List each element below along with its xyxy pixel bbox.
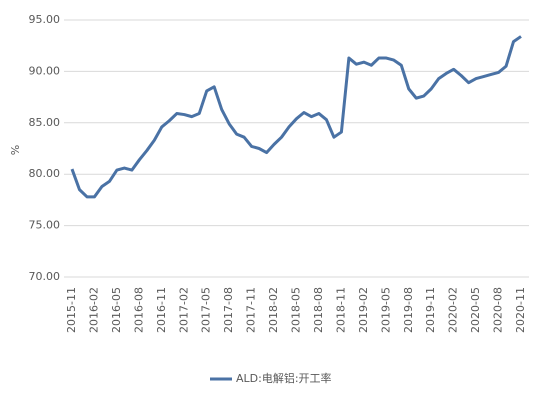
x-tick-label: 2016-08	[132, 287, 145, 333]
x-tick-label: 2019-11	[424, 287, 437, 333]
y-tick-label: 95.00	[29, 13, 61, 26]
x-tick-label: 2016-05	[110, 287, 123, 333]
x-tick-label: 2020-11	[514, 287, 527, 333]
x-tick-label: 2020-02	[447, 287, 460, 333]
x-tick-label: 2016-02	[87, 287, 100, 333]
y-tick-label: 90.00	[29, 64, 61, 77]
x-tick-label: 2019-08	[402, 287, 415, 333]
x-tick-label: 2015-11	[65, 287, 78, 333]
y-tick-label: 70.00	[29, 270, 61, 283]
x-tick-label: 2017-11	[245, 287, 258, 333]
y-tick-label: 85.00	[29, 116, 61, 129]
x-tick-label: 2018-11	[334, 287, 347, 333]
y-axis-label: %	[9, 145, 22, 155]
y-tick-label: 75.00	[29, 219, 61, 232]
x-tick-label: 2020-08	[492, 287, 505, 333]
x-tick-label: 2017-08	[222, 287, 235, 333]
x-tick-label: 2019-05	[379, 287, 392, 333]
legend-label: ALD:电解铝:开工率	[236, 371, 332, 385]
data-line	[70, 35, 522, 199]
x-tick-label: 2020-05	[469, 287, 482, 333]
x-tick-label: 2018-05	[290, 287, 303, 333]
x-tick-label: 2018-02	[267, 287, 280, 333]
x-tick-label: 2017-02	[177, 287, 190, 333]
x-tick-label: 2019-02	[357, 287, 370, 333]
x-tick-label: 2018-08	[312, 287, 325, 333]
y-tick-label: 80.00	[29, 167, 61, 180]
x-tick-label: 2016-11	[155, 287, 168, 333]
x-tick-label: 2017-05	[200, 287, 213, 333]
